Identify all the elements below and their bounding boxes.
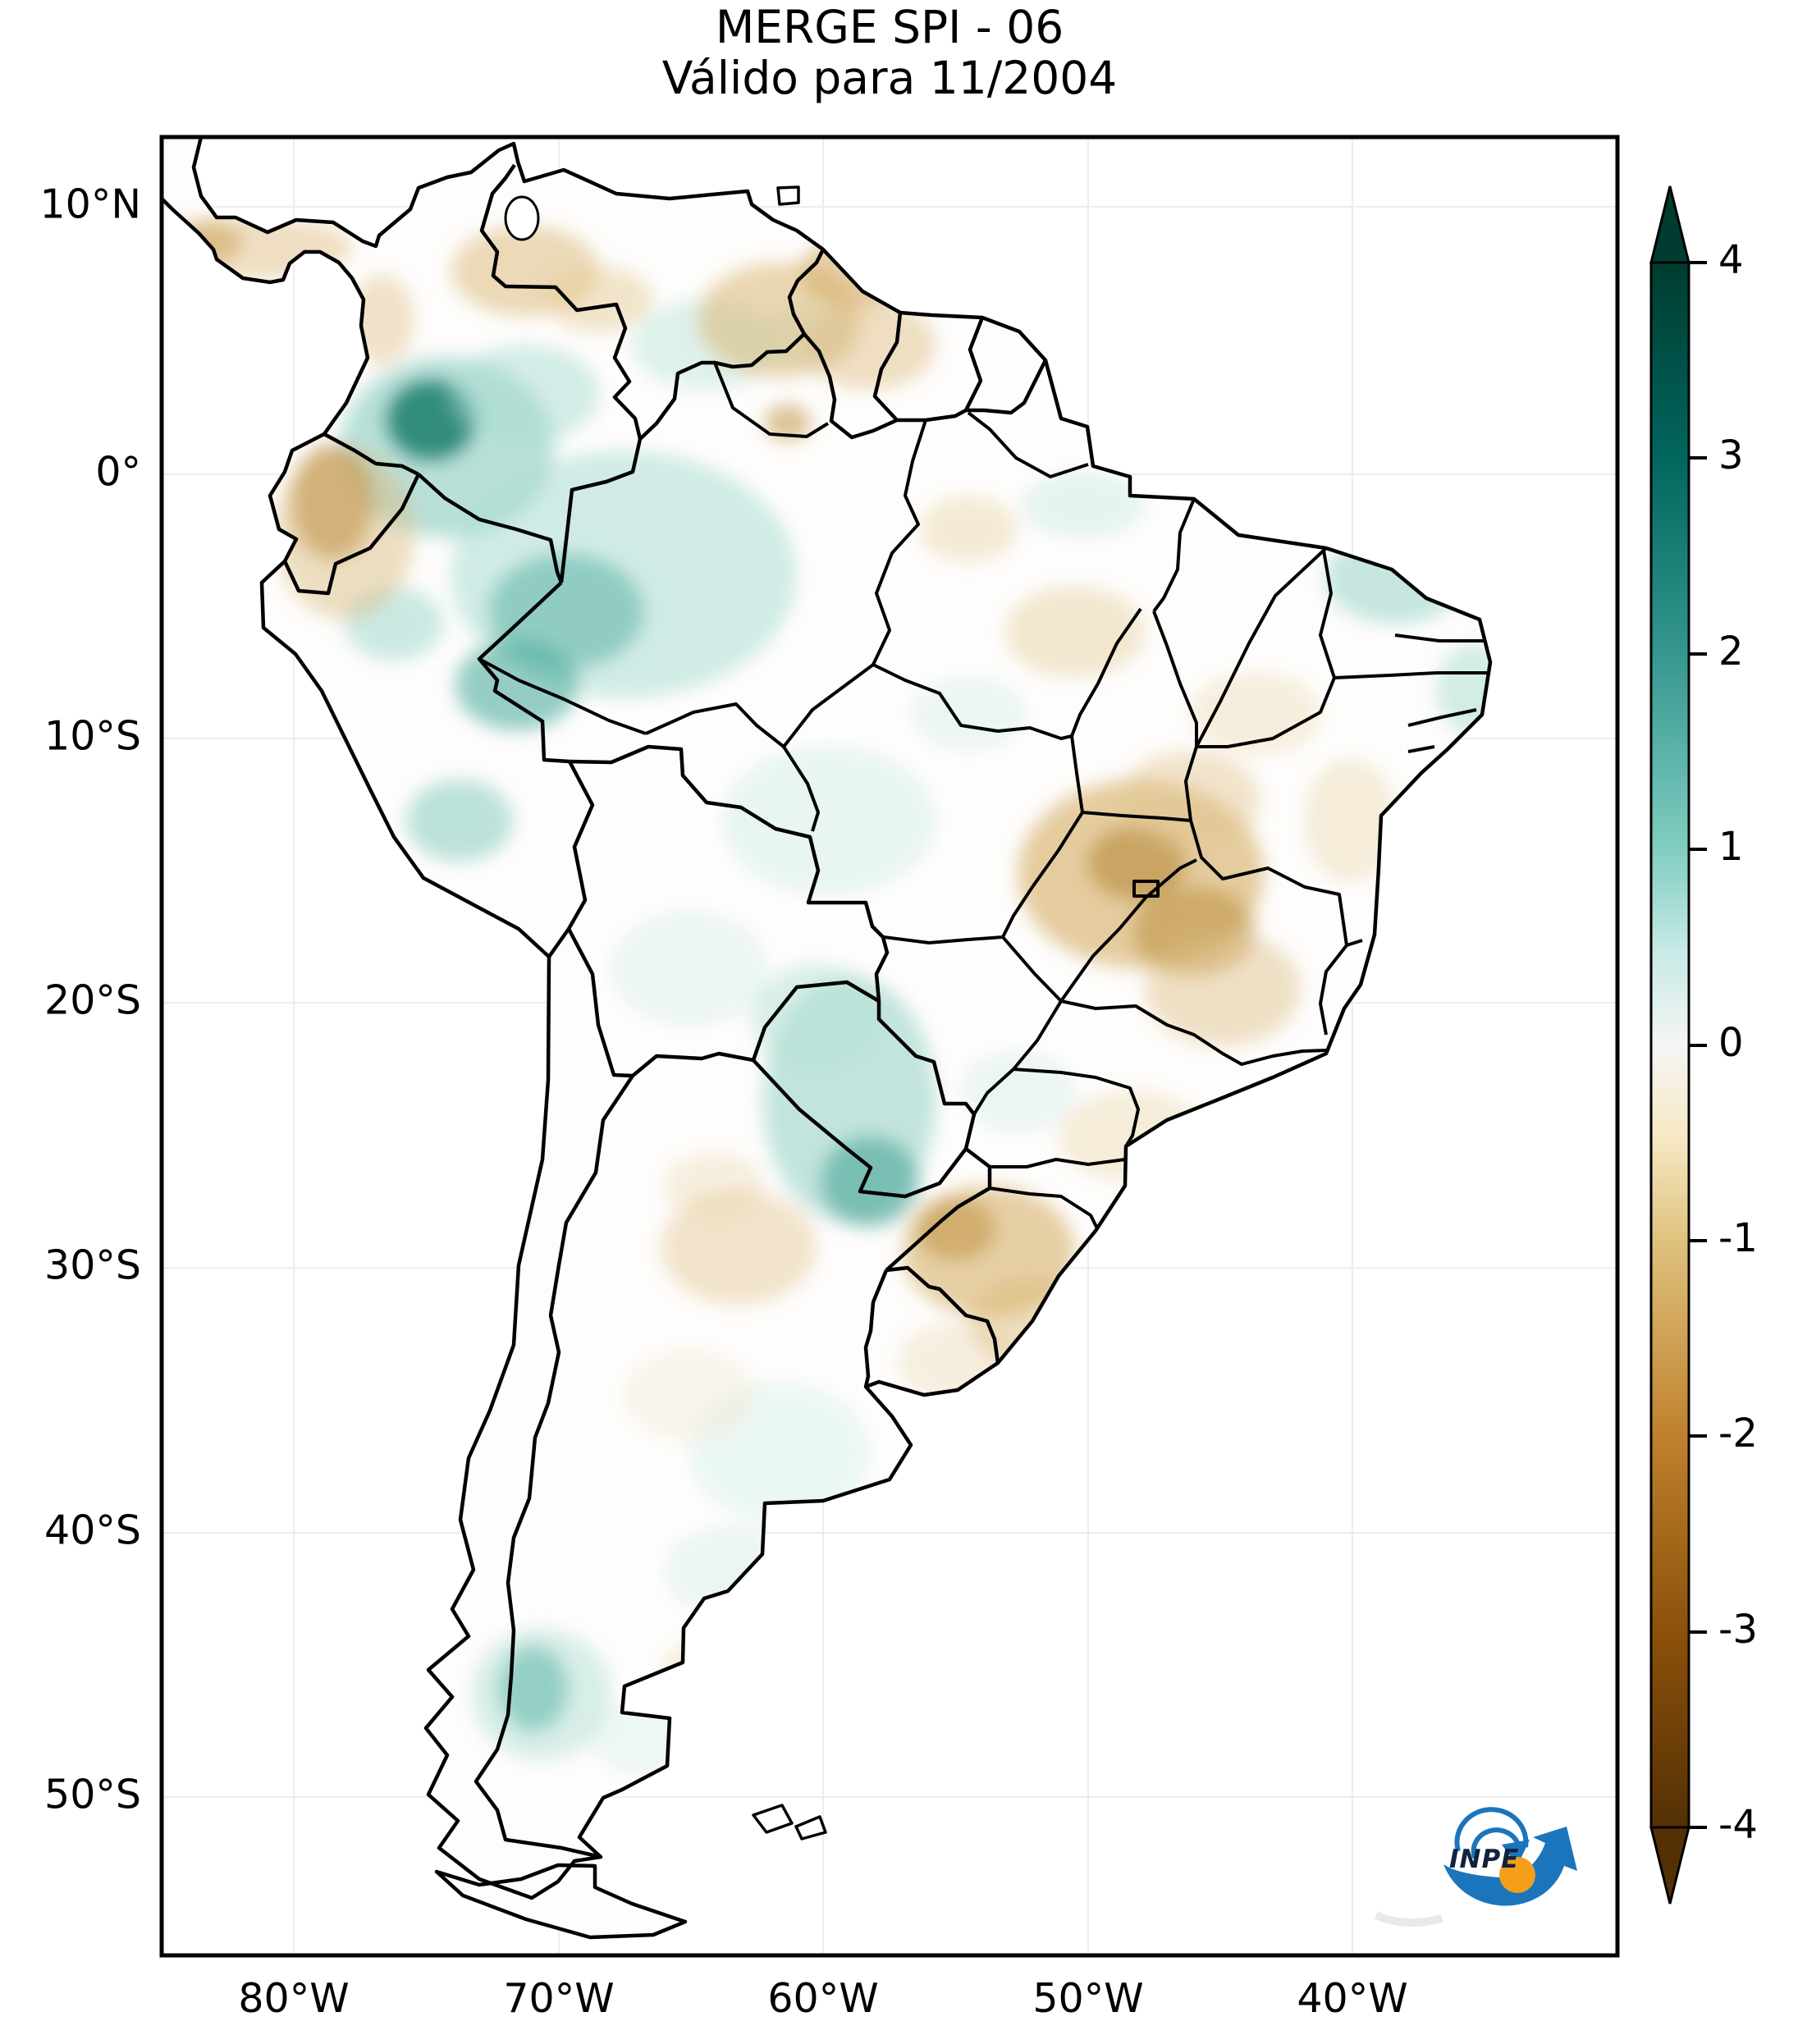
page-title: MERGE SPI - 06 [716, 1, 1064, 53]
lon-tick-label: 60°W [767, 1975, 878, 2022]
colorbar-ticks [1689, 261, 1707, 1829]
lon-tick-label: 70°W [503, 1975, 614, 2022]
logo-swirl-outer [1454, 1807, 1529, 1852]
logo-arrow [1443, 1827, 1577, 1906]
colorbar-tick-label: 1 [1718, 824, 1744, 870]
lon-tick-label: 80°W [238, 1975, 349, 2022]
lon-tick-label: 50°W [1032, 1975, 1143, 2022]
lon-axis: 80°W 70°W 60°W 50°W 40°W [238, 1975, 1407, 2022]
map-frame [159, 135, 1620, 1958]
colorbar-labels: 4 3 2 1 0 -1 -2 -3 -4 [1718, 237, 1758, 1848]
colorbar-tick-label: -4 [1718, 1802, 1758, 1848]
colorbar-tick-label: -2 [1718, 1411, 1758, 1456]
colorbar-gradient [1649, 261, 1690, 1829]
lon-tick-label: 40°W [1297, 1975, 1407, 2022]
colorbar: 4 3 2 1 0 -1 -2 -3 -4 [1649, 185, 1758, 1905]
lat-tick-label: 20°S [44, 977, 141, 1024]
tierra-del-fuego [434, 1863, 688, 1940]
lat-tick-label: 50°S [44, 1772, 141, 1818]
colorbar-tick-label: 3 [1718, 432, 1744, 478]
state-borders [478, 362, 1488, 1229]
colorbar-under-arrow [1649, 1826, 1690, 1905]
lat-tick-label: 10°N [39, 181, 141, 228]
island-east [794, 1815, 827, 1841]
lat-tick-label: 0° [95, 449, 141, 496]
logo-swirl-inner [1471, 1827, 1521, 1859]
logo-shadow-swoosh [1374, 1911, 1443, 1927]
colorbar-over-arrow [1649, 185, 1690, 264]
colorbar-tick-label: -1 [1718, 1215, 1758, 1261]
coastline [162, 137, 1493, 1940]
colorbar-tick-label: 4 [1718, 237, 1744, 283]
logo-orange-dot [1499, 1857, 1535, 1893]
lake-maracaibo [504, 195, 540, 241]
page-subtitle: Válido para 11/2004 [662, 52, 1118, 104]
distrito-federal-outline [1132, 880, 1160, 898]
trinidad-island [776, 185, 800, 206]
lat-tick-label: 30°S [44, 1242, 141, 1289]
colorbar-tick-label: -3 [1718, 1607, 1758, 1653]
colorbar-tick-label: 2 [1718, 629, 1744, 674]
inpe-logo: INPE [1374, 1807, 1577, 1927]
lat-tick-label: 40°S [44, 1507, 141, 1554]
country-borders [282, 163, 1048, 1859]
logo-swirl-arrowhead [1502, 1840, 1530, 1866]
lat-tick-label: 10°S [44, 713, 141, 760]
island-west [752, 1804, 794, 1834]
colorbar-tick-label: 0 [1718, 1020, 1744, 1066]
lat-axis: 10°N 0° 10°S 20°S 30°S 40°S 50°S [39, 181, 141, 1818]
logo-label: INPE [1449, 1845, 1519, 1874]
